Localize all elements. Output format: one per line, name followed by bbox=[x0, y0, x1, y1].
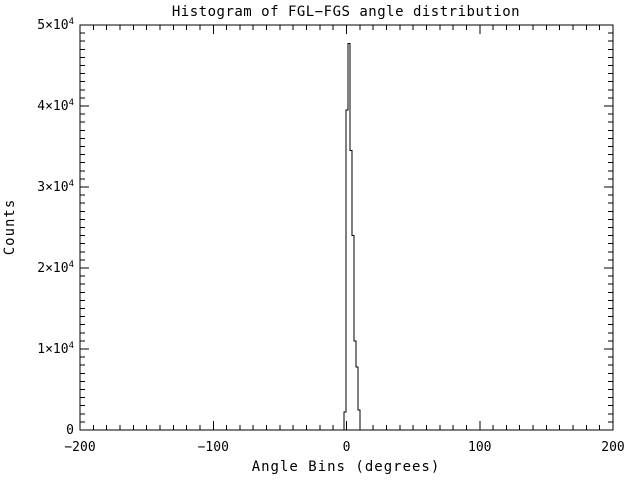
chart-title: Histogram of FGL−FGS angle distribution bbox=[172, 4, 520, 20]
y-tick-label: 1×104 bbox=[37, 341, 74, 357]
x-axis-label: Angle Bins (degrees) bbox=[252, 459, 441, 475]
histogram-series-path bbox=[80, 43, 613, 431]
x-tick-label: −100 bbox=[198, 440, 229, 455]
y-tick-label: 3×104 bbox=[37, 179, 74, 195]
x-tick-label: 100 bbox=[468, 440, 491, 455]
y-axis-tick-labels: 0 1×104 2×104 3×104 4×104 5×104 bbox=[37, 17, 74, 438]
y-tick-label: 4×104 bbox=[37, 98, 74, 114]
x-axis-tick-labels: −200 −100 0 100 200 bbox=[64, 440, 624, 455]
y-tick-exponent: 4 bbox=[69, 98, 74, 108]
y-tick-exponent: 4 bbox=[69, 341, 74, 351]
x-tick-label: 0 bbox=[343, 440, 351, 455]
y-tick-exponent: 4 bbox=[69, 179, 74, 189]
y-tick-label: 0 bbox=[66, 423, 74, 438]
y-tick-exponent: 4 bbox=[69, 260, 74, 270]
y-tick-label: 2×104 bbox=[37, 260, 74, 276]
y-axis-label: Counts bbox=[2, 199, 18, 256]
x-tick-label: 200 bbox=[601, 440, 624, 455]
axis-ticks bbox=[79, 24, 614, 431]
y-tick-label: 5×104 bbox=[37, 17, 74, 33]
x-tick-label: −200 bbox=[64, 440, 95, 455]
y-tick-exponent: 4 bbox=[69, 17, 74, 27]
